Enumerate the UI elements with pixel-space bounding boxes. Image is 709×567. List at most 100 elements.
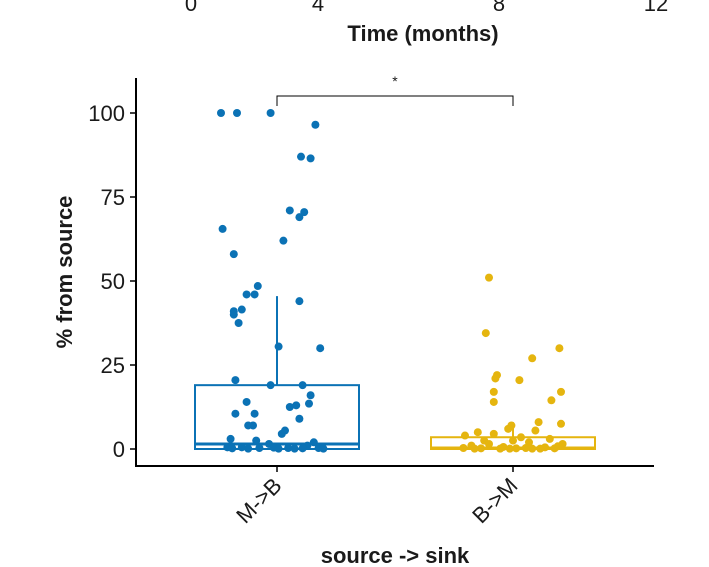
data-point — [285, 403, 294, 411]
data-point — [242, 290, 251, 299]
data-point — [489, 387, 498, 396]
data-point — [298, 381, 307, 390]
data-point — [305, 399, 313, 408]
data-point — [459, 443, 468, 452]
y-tick-label: 50 — [101, 269, 125, 294]
data-point — [252, 436, 261, 445]
y-tick-label: 0 — [113, 437, 125, 462]
data-point — [515, 376, 524, 385]
data-point — [489, 397, 498, 406]
data-point — [249, 421, 257, 430]
data-point — [284, 443, 293, 452]
data-point — [244, 444, 253, 453]
significance-label: * — [392, 73, 398, 89]
data-point — [491, 374, 500, 383]
data-point — [231, 409, 240, 418]
data-point — [505, 444, 514, 453]
data-point — [316, 344, 325, 353]
data-point — [477, 444, 485, 453]
data-point — [295, 297, 304, 306]
data-point — [250, 290, 259, 299]
top-axis-tick: 8 — [493, 0, 505, 16]
data-point — [237, 305, 246, 314]
data-point — [528, 444, 537, 453]
data-point — [545, 434, 554, 443]
data-point — [229, 250, 238, 259]
data-point — [481, 329, 490, 338]
data-point — [277, 429, 286, 438]
x-tick-label: M->B — [231, 473, 286, 528]
data-point — [309, 438, 318, 447]
data-point — [234, 319, 243, 327]
y-axis-title: % from source — [52, 196, 77, 349]
data-point — [297, 152, 305, 161]
data-point — [228, 444, 237, 453]
data-point — [279, 236, 288, 245]
data-point — [255, 443, 264, 452]
box-body — [194, 384, 360, 451]
data-point — [461, 431, 469, 440]
data-point — [253, 282, 262, 291]
data-point — [306, 154, 315, 163]
data-point — [521, 443, 530, 452]
data-point — [509, 436, 517, 445]
data-point — [536, 444, 545, 453]
data-point — [496, 444, 505, 453]
data-point — [547, 396, 556, 405]
data-point — [504, 424, 513, 433]
data-point — [470, 444, 479, 453]
data-point — [306, 391, 315, 400]
data-point — [534, 418, 543, 427]
data-point — [290, 444, 299, 453]
top-axis-tick: 0 — [185, 0, 197, 16]
data-point — [233, 109, 241, 117]
data-point — [557, 387, 565, 396]
top-time-axis: 0 4 8 12 Time (months) — [185, 0, 668, 46]
y-axis-ticks: 0 25 50 75 100 — [88, 101, 136, 462]
y-tick-label: 75 — [101, 185, 125, 210]
data-point — [300, 208, 309, 217]
data-point — [473, 428, 482, 437]
data-point — [528, 354, 537, 363]
data-point — [231, 376, 240, 385]
data-point — [237, 443, 246, 452]
data-point — [311, 120, 320, 129]
boxplot-m-to-b — [194, 296, 360, 451]
x-axis-title: source -> sink — [321, 543, 470, 567]
jitter-points — [217, 109, 567, 453]
y-tick-label: 100 — [88, 101, 125, 126]
data-point — [218, 224, 227, 233]
top-axis-tick: 12 — [644, 0, 668, 16]
data-point — [531, 426, 540, 435]
data-point — [285, 206, 294, 215]
data-point — [274, 444, 283, 453]
data-point — [295, 414, 304, 423]
data-point — [555, 344, 564, 353]
significance-bracket: * — [276, 73, 514, 106]
data-point — [553, 442, 562, 451]
data-point — [517, 433, 525, 442]
data-point — [557, 419, 565, 428]
data-point — [489, 429, 498, 438]
x-axis-ticks: M->B B->M — [231, 466, 523, 528]
significance-line — [276, 95, 514, 106]
data-point — [485, 273, 493, 282]
data-point — [485, 439, 493, 448]
y-tick-label: 25 — [101, 353, 125, 378]
data-point — [298, 444, 307, 453]
data-point — [512, 444, 521, 453]
data-point — [274, 342, 283, 351]
data-point — [250, 409, 259, 418]
data-point — [266, 381, 275, 390]
top-axis-title: Time (months) — [347, 21, 498, 46]
data-point — [229, 310, 238, 319]
data-point — [292, 401, 301, 410]
data-point — [295, 213, 304, 222]
top-axis-tick: 4 — [312, 0, 324, 16]
data-point — [319, 444, 328, 453]
data-point — [266, 109, 275, 117]
data-point — [226, 434, 235, 443]
x-tick-label: B->M — [467, 473, 522, 528]
data-point — [217, 109, 225, 117]
